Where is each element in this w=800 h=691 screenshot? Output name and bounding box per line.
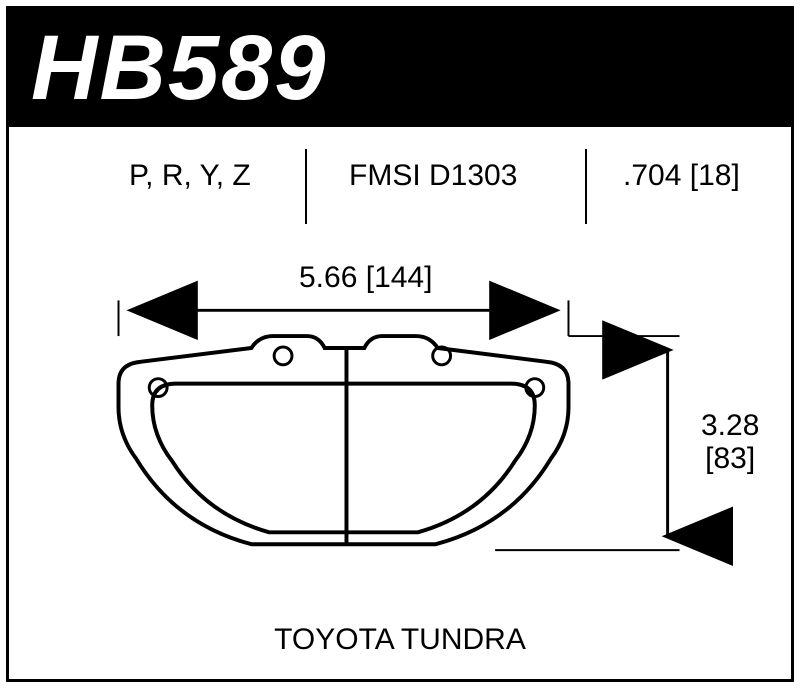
fmsi-code: FMSI D1303 — [349, 159, 517, 193]
thickness-inches: .704 — [623, 159, 681, 192]
outer-frame: HB589 P, R, Y, Z FMSI D1303 .704 [18] 5.… — [6, 6, 794, 682]
title-bar: HB589 — [9, 9, 791, 127]
mounting-hole — [274, 347, 292, 365]
height-mm: 83 — [714, 442, 747, 475]
vehicle-model: TOYOTA TUNDRA — [9, 623, 791, 657]
thickness-dimension: .704 [18] — [623, 159, 740, 193]
part-number: HB589 — [31, 16, 327, 121]
thickness-mm: 18 — [698, 159, 731, 192]
height-dimension: 3.28 [83] — [701, 409, 759, 475]
mounting-hole — [433, 347, 451, 365]
height-inches: 3.28 — [701, 409, 759, 442]
width-dimension: 5.66 [144] — [299, 261, 432, 295]
width-mm: 144 — [374, 261, 424, 294]
friction-surface — [152, 384, 535, 533]
mounting-hole — [526, 379, 544, 397]
info-divider-2 — [585, 149, 587, 224]
width-inches: 5.66 — [299, 261, 357, 294]
compound-codes: P, R, Y, Z — [129, 159, 251, 193]
info-divider-1 — [305, 149, 307, 224]
backing-plate — [119, 336, 569, 544]
mounting-hole — [149, 379, 167, 397]
